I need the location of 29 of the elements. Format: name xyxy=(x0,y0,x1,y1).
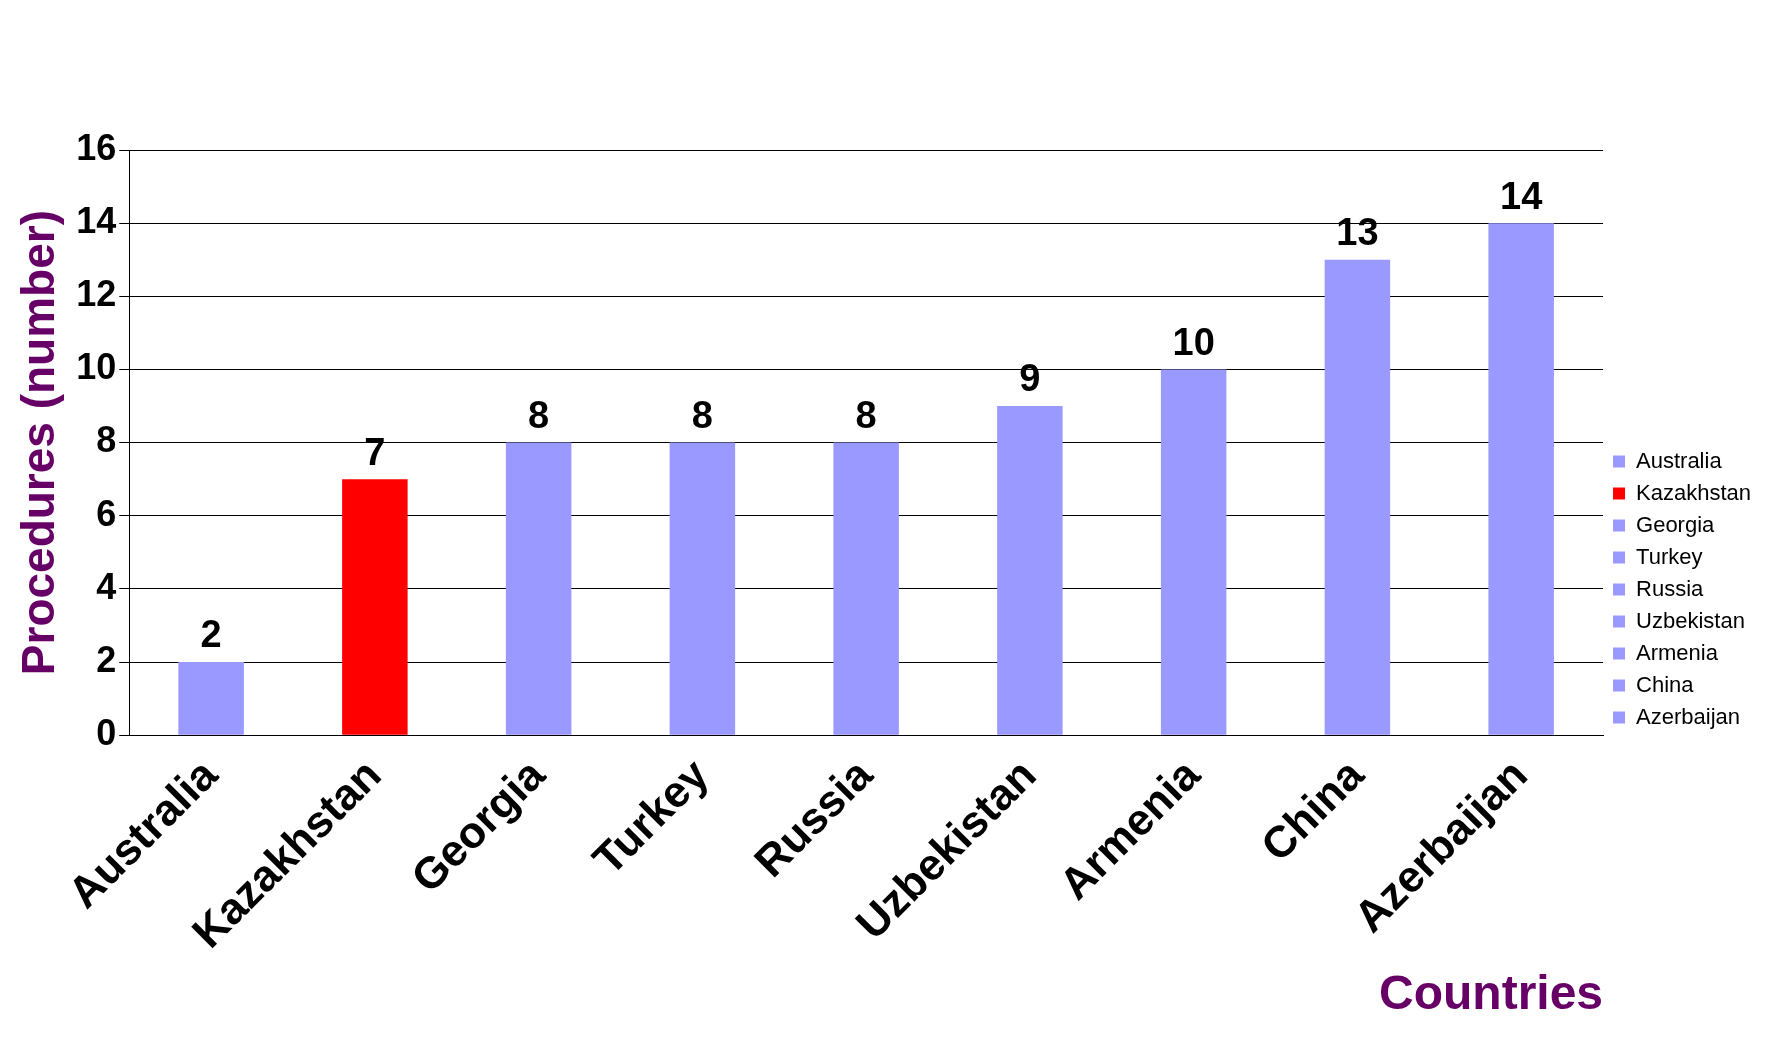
y-tick-label: 4 xyxy=(96,565,117,607)
legend-label: Russia xyxy=(1636,575,1705,601)
data-label: 7 xyxy=(364,430,386,473)
data-label: 8 xyxy=(855,394,877,437)
legend-label: Australia xyxy=(1636,447,1723,473)
legend-label: Kazakhstan xyxy=(1636,479,1752,505)
y-tick-label: 12 xyxy=(76,273,117,315)
legend-label: Turkey xyxy=(1636,543,1703,569)
y-tick-label: 2 xyxy=(96,638,117,680)
data-label: 9 xyxy=(1019,357,1041,400)
data-label: 10 xyxy=(1172,320,1215,363)
legend-label: Armenia xyxy=(1636,639,1719,665)
data-label: 8 xyxy=(691,394,713,437)
legend-label: Azerbaijan xyxy=(1636,703,1740,729)
y-axis-title: Procedures (number) xyxy=(12,209,65,676)
data-label: 13 xyxy=(1336,211,1379,254)
y-tick-label: 14 xyxy=(76,200,117,242)
legend-label: Uzbekistan xyxy=(1636,607,1745,633)
y-tick-label: 16 xyxy=(76,126,117,168)
x-axis-title: Countries xyxy=(1379,966,1604,1020)
legend-label: Georgia xyxy=(1636,511,1716,537)
data-label: 8 xyxy=(528,394,550,437)
y-tick-label: 0 xyxy=(96,712,117,754)
y-tick-label: 6 xyxy=(96,492,117,534)
y-tick-label: 10 xyxy=(76,346,117,388)
legend-label: China xyxy=(1636,671,1695,697)
data-label: 14 xyxy=(1500,174,1543,217)
data-label: 2 xyxy=(200,613,222,656)
y-tick-label: 8 xyxy=(96,419,117,461)
